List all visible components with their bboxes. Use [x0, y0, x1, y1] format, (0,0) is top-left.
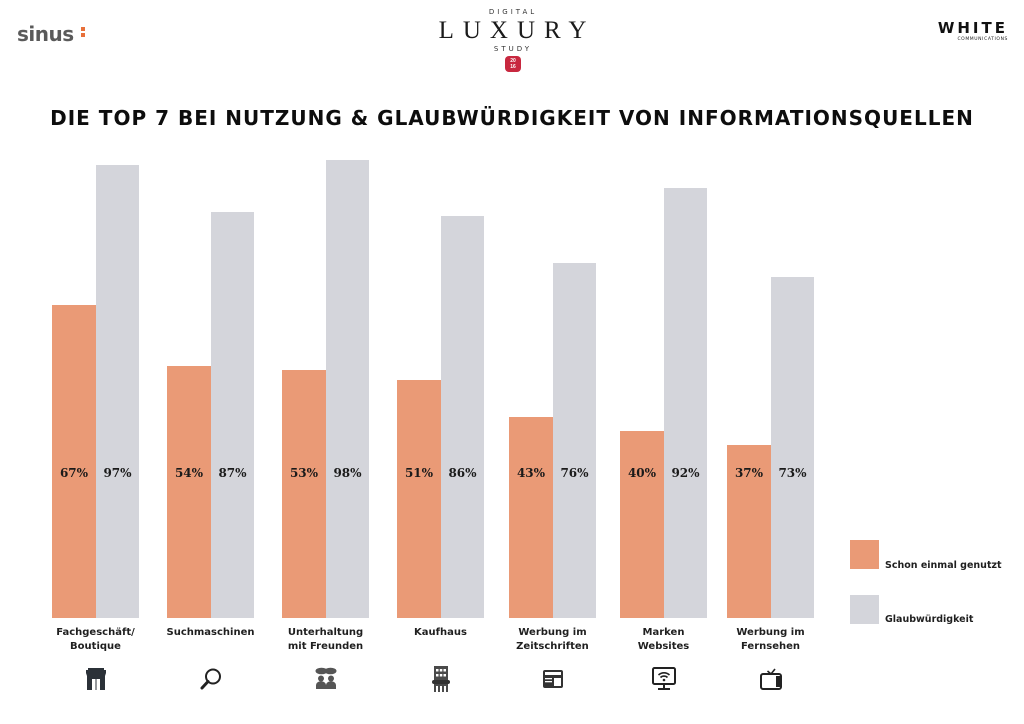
newspaper-icon [538, 666, 568, 692]
category-label-line1: Werbung im [518, 627, 587, 638]
value-label-credibility: 73% [778, 466, 807, 480]
storefront-icon [81, 666, 111, 692]
year-badge: 20 16 [505, 56, 521, 72]
department-store-icon [426, 666, 456, 692]
legend-label-credibility: Glaubwürdigkeit [885, 614, 974, 625]
value-label-used: 51% [404, 466, 434, 480]
category-label-line1: Marken [642, 627, 685, 638]
category-label: Werbung im Fernsehen [716, 626, 826, 654]
category-label-line2: mit Freunden [287, 641, 364, 652]
bar-credibility [210, 211, 254, 618]
category-label-line1: Suchmaschinen [166, 627, 255, 638]
bar-used [52, 305, 96, 618]
bar-used [620, 431, 664, 618]
value-label-credibility: 86% [448, 466, 477, 480]
category-label: Fachgeschäft/Boutique [41, 626, 151, 654]
category-label: Unterhaltung mit Freunden [271, 626, 381, 654]
category-label: Kaufhaus [386, 626, 496, 640]
category-label-line1: Fachgeschäft/ [56, 627, 135, 638]
bar-credibility [770, 277, 814, 618]
category-label: Suchmaschinen [156, 626, 266, 640]
category-label: Marken Websites [609, 626, 719, 654]
bar-used [397, 379, 441, 618]
logo-bottom-text: STUDY [493, 45, 533, 53]
monitor-wifi-icon [649, 666, 679, 692]
value-label-used: 40% [627, 466, 657, 480]
logo-top-text: DIGITAL [488, 8, 538, 16]
category-label-line1: Kaufhaus [414, 627, 467, 638]
value-label-used: 54% [174, 466, 204, 480]
value-label-used: 37% [734, 466, 764, 480]
badge-line2: 16 [510, 64, 516, 70]
sinus-logo-text: sinus [17, 22, 74, 46]
bar-credibility [440, 216, 484, 618]
chart-title: DIE TOP 7 BEI NUTZUNG & GLAUBWÜRDIGKEIT … [50, 106, 974, 130]
bar-used [727, 445, 771, 618]
legend-swatch-used [850, 540, 879, 569]
white-logo-sub: COMMUNICATIONS [957, 37, 1008, 42]
badge-line1: 20 [510, 58, 516, 64]
category-label-line2: Boutique [70, 641, 121, 652]
value-label-credibility: 98% [333, 466, 362, 480]
category-label-line2: Zeitschriften [516, 641, 589, 652]
value-label-credibility: 76% [560, 466, 589, 480]
sinus-logo-dots-icon [81, 27, 86, 42]
legend-swatch-credibility [850, 595, 879, 624]
white-communications-logo: WHITE COMMUNICATIONS [938, 20, 1008, 42]
tv-icon [756, 666, 786, 692]
people-chat-icon [311, 666, 341, 692]
category-label-line2: Fernsehen [740, 641, 800, 652]
bar-used [282, 370, 326, 618]
legend-label-used: Schon einmal genutzt [885, 560, 1002, 571]
digital-luxury-study-logo: DIGITAL LUXURY STUDY 20 16 [430, 8, 596, 72]
bar-credibility [552, 263, 596, 618]
category-label-line1: Unterhaltung [287, 627, 364, 638]
value-label-credibility: 97% [103, 466, 132, 480]
value-label-credibility: 87% [218, 466, 247, 480]
value-label-credibility: 92% [671, 466, 700, 480]
bar-used [167, 365, 211, 618]
bar-credibility [95, 165, 139, 618]
value-label-used: 67% [59, 466, 89, 480]
bar-used [509, 417, 553, 618]
white-logo-main: WHITE [937, 19, 1008, 37]
sinus-logo: sinus [17, 22, 85, 46]
category-label: Werbung im Zeitschriften [498, 626, 608, 654]
bar-credibility [663, 188, 707, 618]
value-label-used: 43% [516, 466, 546, 480]
category-label-line2: Websites [637, 641, 690, 652]
bar-credibility [325, 160, 369, 618]
value-label-used: 53% [289, 466, 319, 480]
category-label-line1: Werbung im [736, 627, 805, 638]
magnifier-icon [196, 666, 226, 692]
logo-main-text: LUXURY [438, 17, 596, 44]
